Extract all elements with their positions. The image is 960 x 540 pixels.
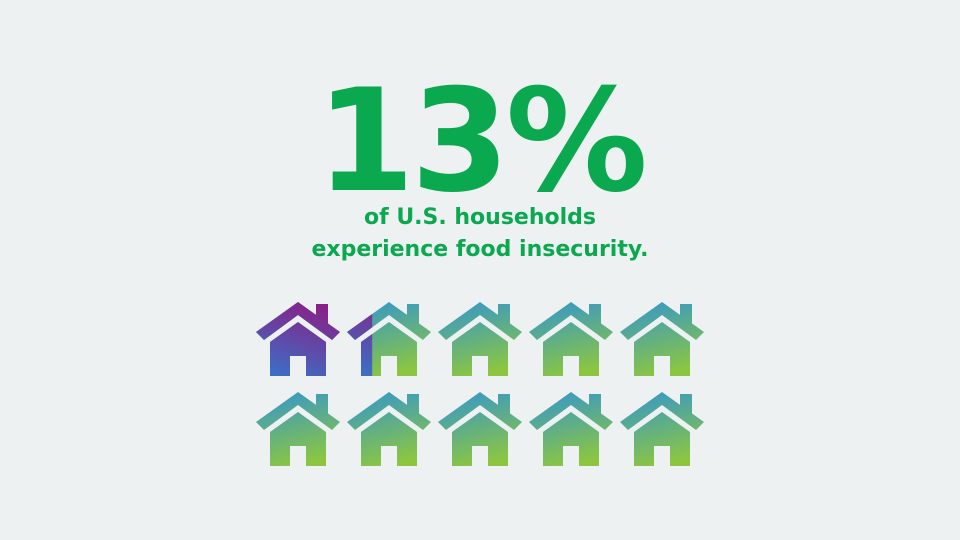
caption-line: of U.S. households <box>364 205 596 230</box>
house-base <box>256 392 340 466</box>
house-base <box>529 392 613 466</box>
house-icon <box>347 302 431 376</box>
house-base <box>438 392 522 466</box>
house-filled <box>347 313 373 376</box>
house-icon <box>438 302 522 376</box>
house-icon <box>529 392 613 466</box>
house-filled <box>256 302 340 376</box>
house-base <box>438 302 522 376</box>
house-icon <box>438 392 522 466</box>
house-base <box>529 302 613 376</box>
house-base <box>620 392 704 466</box>
house-icon <box>620 302 704 376</box>
headline-stat: 13% <box>316 59 644 224</box>
house-icon <box>347 392 431 466</box>
icon-array <box>256 302 704 466</box>
house-icon <box>256 302 340 376</box>
caption-line: experience food insecurity. <box>311 237 648 262</box>
house-icon <box>620 392 704 466</box>
house-icon <box>529 302 613 376</box>
house-base <box>347 392 431 466</box>
house-base <box>620 302 704 376</box>
house-icon <box>256 392 340 466</box>
